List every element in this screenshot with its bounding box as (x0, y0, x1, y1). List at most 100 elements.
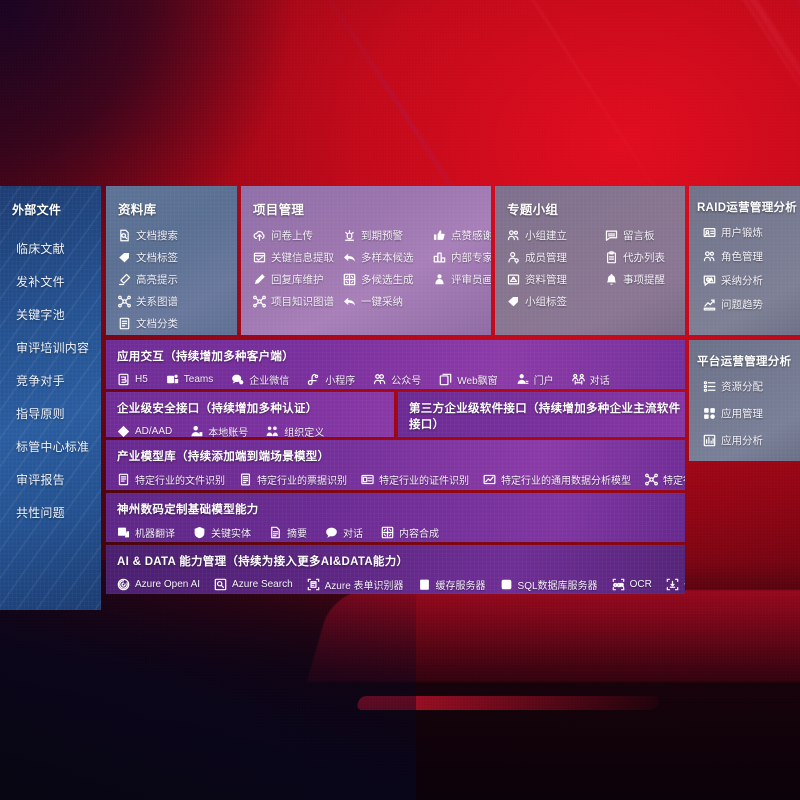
tile-ocr[interactable]: OCR OCR (612, 578, 652, 591)
message-board-icon (605, 229, 618, 242)
sidebar-item-review-report[interactable]: 审评报告 (16, 473, 65, 487)
tile-official-account[interactable]: 公众号 (373, 372, 421, 387)
band-industry-model-library: 产业模型库（持续添加端到端场景模型） 特定行业的文件识别 特定行业的票据识别 特… (106, 440, 685, 490)
panel-topic-group: 专题小组 小组建立 留言板 成员管理 代办列表 资料管理 (495, 186, 685, 335)
tile-local-account[interactable]: 本地账号 (190, 424, 248, 437)
tile-key-info-extract[interactable]: 关键信息提取 (253, 250, 334, 265)
tile-document-search[interactable]: 文档搜索 (118, 228, 237, 243)
panel-library-grid: 文档搜索 文档标签 高亮提示 关系图谱 文档分类 (118, 228, 237, 331)
tile-material-management[interactable]: 资料管理 (507, 272, 591, 287)
cache-server-icon (418, 578, 431, 591)
tile-todo-list[interactable]: 代办列表 (605, 250, 685, 265)
tile-label: Azure 表单识别器 (324, 581, 404, 592)
reply-arrow-icon (343, 295, 356, 308)
sidebar-item-guiding-principles[interactable]: 指导原则 (16, 407, 65, 421)
tile-adoption-analysis[interactable]: QA 采纳分析 (703, 273, 800, 288)
tile-project-knowledge-graph[interactable]: 项目知识图谱 (253, 294, 334, 309)
tile-receipt-recognize[interactable]: 特定行业的票据识别 (239, 472, 347, 487)
tile-message-board[interactable]: 留言板 (605, 228, 685, 243)
search-box-icon (214, 578, 227, 591)
tile-dialog[interactable]: 对话 (571, 372, 610, 387)
tile-label: 摘要 (287, 529, 307, 540)
tile-org-define[interactable]: 组织定义 (266, 424, 324, 437)
tile-cache-server[interactable]: 缓存服务器 (418, 577, 486, 592)
highlighter-icon (118, 273, 131, 286)
tile-item-reminder[interactable]: 事项提醒 (605, 272, 685, 287)
band-industry-title: 产业模型库（持续添加端到端场景模型） (117, 451, 330, 463)
tile-form-recognizer[interactable]: Azure 表单识别器 (307, 577, 404, 592)
tile-file-recognize[interactable]: 特定行业的文件识别 (117, 472, 225, 487)
tile-label: 评审员画像 (451, 274, 491, 286)
tile-sql-database-server[interactable]: SQL数据库服务器 (500, 577, 598, 592)
sql-database-icon (500, 578, 513, 591)
tile-like-thanks[interactable]: 点赞感谢 (433, 228, 491, 243)
tile-id-recognize[interactable]: 特定行业的证件识别 (361, 472, 469, 487)
tile-one-click-adopt[interactable]: 一键采纳 (343, 294, 419, 309)
document-category-icon (118, 317, 131, 330)
tile-issue-trend[interactable]: 问题趋势 (703, 297, 800, 312)
tile-multi-sample-candidate[interactable]: 多样本候选 (343, 250, 419, 265)
tile-app-analytics[interactable]: 应用分析 (703, 433, 800, 448)
tile-relation-graph[interactable]: 关系图谱 (118, 294, 237, 309)
dialog-people-icon (571, 373, 585, 386)
official-account-icon (373, 373, 386, 386)
tile-reviewer-portrait[interactable]: 评审员画像 (433, 272, 491, 287)
tile-data-analysis-model[interactable]: 特定行业的通用数据分析模型 (483, 472, 631, 487)
tile-speech-understanding[interactable]: 语音理解 (666, 577, 685, 592)
app-grid-icon (703, 407, 716, 420)
tile-chat[interactable]: 对话 (325, 525, 363, 540)
panel-project-title: 项目管理 (253, 203, 305, 217)
tile-multi-candidate-generate[interactable]: 多候选生成 (343, 272, 419, 287)
band-base-items: A 机器翻译 A 关键实体 摘要 对话 内容合成 (117, 525, 685, 540)
tile-web-popup[interactable]: Web飘窗 (439, 372, 498, 387)
file-recognize-icon (117, 473, 130, 486)
sidebar-external-files: 外部文件 临床文献 发补文件 关键字池 审评培训内容 竞争对手 指导原则 标管中… (0, 186, 101, 610)
tile-summary[interactable]: 摘要 (269, 525, 307, 540)
sidebar-item-clinical-literature[interactable]: 临床文献 (16, 242, 65, 256)
tile-machine-translate[interactable]: A 机器翻译 (117, 525, 175, 540)
tile-label: 组织定义 (284, 428, 325, 437)
tile-azure-search[interactable]: Azure Search (214, 578, 293, 591)
tile-app-management[interactable]: 应用管理 (703, 406, 800, 421)
tile-mini-program[interactable]: 小程序 (307, 372, 355, 387)
tile-label: Azure Search (232, 579, 293, 590)
tile-ad-aad[interactable]: AD/AAD (117, 425, 172, 437)
tile-user-training[interactable]: 用户锻炼 (703, 225, 800, 240)
tile-label: 角色管理 (721, 251, 763, 263)
tile-role-management[interactable]: 角色管理 (703, 249, 800, 264)
panel-topic-group-grid: 小组建立 留言板 成员管理 代办列表 资料管理 事项提醒 (507, 228, 685, 309)
tile-label: 事项提醒 (623, 274, 665, 286)
tile-knowledge-graph-model[interactable]: 特定行业的通用知识图谱模型 (645, 472, 685, 487)
tile-document-category[interactable]: 文档分类 (118, 316, 237, 331)
sidebar-item-review-training[interactable]: 审评培训内容 (16, 341, 90, 355)
tile-portal[interactable]: 门户 (516, 372, 554, 387)
tile-member-management[interactable]: 成员管理 (507, 250, 591, 265)
tile-expiry-alert[interactable]: 到期预警 (343, 228, 419, 243)
panel-platform-analysis: 平台运营管理分析 资源分配 应用管理 应用分析 (689, 340, 800, 461)
band-base-title: 神州数码定制基础模型能力 (117, 504, 259, 516)
tile-group-create[interactable]: 小组建立 (507, 228, 591, 243)
tile-key-entity[interactable]: A 关键实体 (193, 525, 251, 540)
tile-azure-openai[interactable]: Azure Open AI (117, 578, 200, 591)
person-gear-icon (507, 251, 520, 264)
tile-content-synthesis[interactable]: 内容合成 (381, 525, 439, 540)
sidebar-item-competitors[interactable]: 竞争对手 (16, 374, 65, 388)
tile-teams[interactable]: Teams (166, 373, 213, 386)
tile-resource-allocation[interactable]: 资源分配 (703, 379, 800, 394)
tile-internal-expert-ranking[interactable]: 内部专家排名 (433, 250, 491, 265)
web-popup-icon (439, 373, 452, 386)
band-security-items: AD/AAD 本地账号 组织定义 (117, 424, 394, 437)
sidebar-item-standards-center[interactable]: 标管中心标准 (16, 440, 90, 454)
tile-document-tag[interactable]: 文档标签 (118, 250, 237, 265)
sidebar-item-keyword-pool[interactable]: 关键字池 (16, 308, 65, 322)
tile-questionnaire-upload[interactable]: 问卷上传 (253, 228, 329, 243)
sidebar-item-supplement-files[interactable]: 发补文件 (16, 275, 65, 289)
tile-wechat-work[interactable]: 企业微信 (231, 372, 289, 387)
tile-group-tag[interactable]: 小组标签 (507, 294, 591, 309)
svg-text:A: A (198, 530, 202, 536)
tile-highlight-hint[interactable]: 高亮提示 (118, 272, 237, 287)
sidebar-item-common-issues[interactable]: 共性问题 (16, 506, 65, 520)
tile-reply-library-maintain[interactable]: 回复库维护 (253, 272, 329, 287)
tile-h5[interactable]: H5 (117, 373, 148, 386)
band-third-party-title: 第三方企业级软件接口（持续增加多种企业主流软件接口） (409, 403, 681, 431)
